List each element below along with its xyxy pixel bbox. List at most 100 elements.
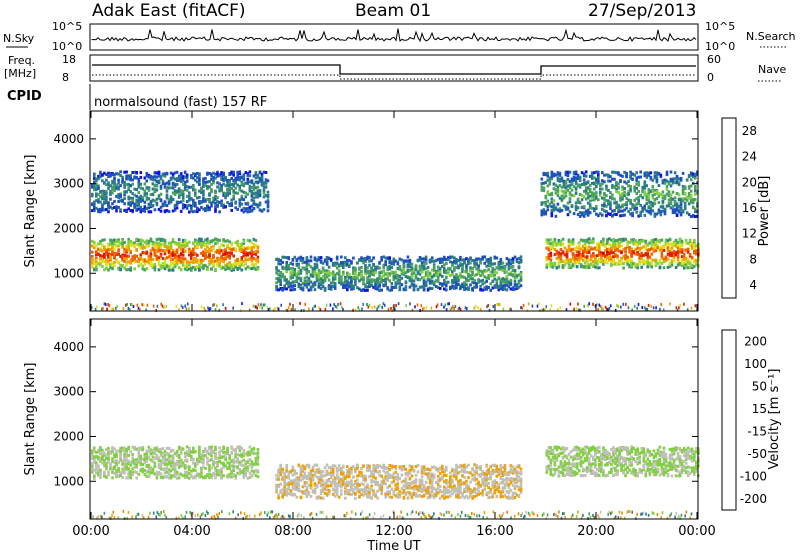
heatmap-cell bbox=[354, 281, 357, 285]
heatmap-cell bbox=[647, 191, 651, 195]
heatmap-cell bbox=[667, 204, 671, 208]
heatmap-cell bbox=[435, 305, 438, 309]
heatmap-cell bbox=[491, 274, 495, 278]
heatmap-cell bbox=[293, 287, 297, 291]
heatmap-cell bbox=[540, 209, 544, 213]
heatmap-cell bbox=[368, 259, 371, 263]
heatmap-cell bbox=[660, 303, 662, 306]
heatmap-cell bbox=[179, 189, 183, 193]
heatmap-cell bbox=[631, 172, 634, 176]
heatmap-cell bbox=[121, 258, 124, 262]
heatmap-cell bbox=[194, 258, 197, 261]
heatmap-cell bbox=[141, 303, 144, 307]
heatmap-cell bbox=[683, 207, 687, 211]
heatmap-cell bbox=[651, 193, 655, 197]
heatmap-cell bbox=[629, 185, 632, 188]
heatmap-cell bbox=[554, 214, 558, 218]
heatmap-cell bbox=[180, 304, 183, 308]
heatmap-cell bbox=[475, 267, 478, 271]
heatmap-cell bbox=[331, 263, 335, 267]
heatmap-cell bbox=[238, 244, 242, 247]
heatmap-cell bbox=[160, 302, 162, 306]
heatmap-cell bbox=[147, 255, 151, 259]
heatmap-cell bbox=[147, 188, 151, 192]
heatmap-cell bbox=[647, 200, 651, 204]
heatmap-cell bbox=[163, 200, 167, 204]
heatmap-cell bbox=[380, 275, 383, 279]
heatmap-cell bbox=[507, 258, 511, 262]
heatmap-cell bbox=[358, 271, 361, 275]
heatmap-cell bbox=[604, 248, 607, 252]
heatmap-cell bbox=[618, 244, 621, 248]
heatmap-cell bbox=[260, 183, 264, 187]
heatmap-cell bbox=[499, 267, 503, 271]
heatmap-cell bbox=[544, 308, 546, 312]
heatmap-cell bbox=[246, 251, 250, 255]
heatmap-cell bbox=[589, 257, 593, 261]
heatmap-cell bbox=[547, 241, 551, 245]
heatmap-cell bbox=[611, 170, 614, 174]
heatmap-cell bbox=[443, 305, 445, 309]
heatmap-cell bbox=[210, 261, 213, 265]
heatmap-cell bbox=[260, 172, 264, 176]
heatmap-cell bbox=[123, 208, 126, 212]
heatmap-cell bbox=[671, 181, 675, 185]
heatmap-cell bbox=[414, 305, 416, 309]
heatmap-cell bbox=[371, 306, 373, 309]
heatmap-cell bbox=[545, 256, 549, 260]
heatmap-cell bbox=[589, 262, 593, 266]
heatmap-cell bbox=[194, 201, 197, 205]
heatmap-cell bbox=[107, 248, 110, 252]
heatmap-cell bbox=[290, 308, 293, 311]
heatmap-cell bbox=[163, 252, 167, 256]
heatmap-cell bbox=[301, 257, 305, 261]
heatmap-cell bbox=[250, 259, 254, 263]
heatmap-cell bbox=[455, 286, 458, 290]
heatmap-cell bbox=[661, 179, 665, 183]
heatmap-cell bbox=[455, 280, 458, 284]
heatmap-cell bbox=[202, 207, 205, 211]
heatmap-cell bbox=[424, 271, 428, 275]
heatmap-cell bbox=[153, 175, 157, 179]
heatmap-cell bbox=[192, 242, 195, 246]
heatmap-cell bbox=[507, 285, 511, 289]
heatmap-cell bbox=[159, 198, 163, 202]
heatmap-cell bbox=[127, 195, 130, 199]
heatmap-cell bbox=[169, 195, 173, 199]
heatmap-cell bbox=[117, 193, 120, 197]
heatmap-cell bbox=[653, 171, 657, 175]
heatmap-cell bbox=[605, 187, 608, 191]
heatmap-cell bbox=[149, 260, 153, 264]
heatmap-cell bbox=[453, 278, 456, 282]
heatmap-cell bbox=[489, 282, 492, 286]
heatmap-cell bbox=[643, 174, 647, 178]
heatmap-cell bbox=[544, 210, 548, 214]
heatmap-cell bbox=[234, 247, 237, 251]
heatmap-cell bbox=[571, 258, 575, 262]
heatmap-cell bbox=[196, 210, 199, 214]
heatmap-cell bbox=[340, 255, 343, 259]
heatmap-cell bbox=[125, 170, 128, 174]
heatmap-cell bbox=[443, 257, 446, 261]
heatmap-cell bbox=[153, 178, 157, 182]
heatmap-cell bbox=[159, 252, 163, 256]
heatmap-cell bbox=[603, 180, 606, 184]
heatmap-cell bbox=[218, 182, 221, 186]
heatmap-cell bbox=[340, 275, 343, 279]
heatmap-cell bbox=[626, 262, 629, 266]
heatmap-cell bbox=[208, 247, 211, 251]
heatmap-cell bbox=[675, 178, 679, 182]
heatmap-cell bbox=[360, 273, 363, 277]
heatmap-cell bbox=[204, 244, 207, 247]
heatmap-cell bbox=[131, 182, 134, 186]
heatmap-cell bbox=[520, 306, 522, 310]
heatmap-cell bbox=[611, 209, 614, 213]
heatmap-cell bbox=[549, 261, 553, 265]
heatmap-cell bbox=[519, 271, 523, 274]
heatmap-cell bbox=[574, 176, 578, 180]
heatmap-cell bbox=[108, 304, 111, 308]
heatmap-cell bbox=[131, 259, 134, 263]
heatmap-cell bbox=[159, 209, 163, 213]
heatmap-cell bbox=[582, 189, 586, 193]
